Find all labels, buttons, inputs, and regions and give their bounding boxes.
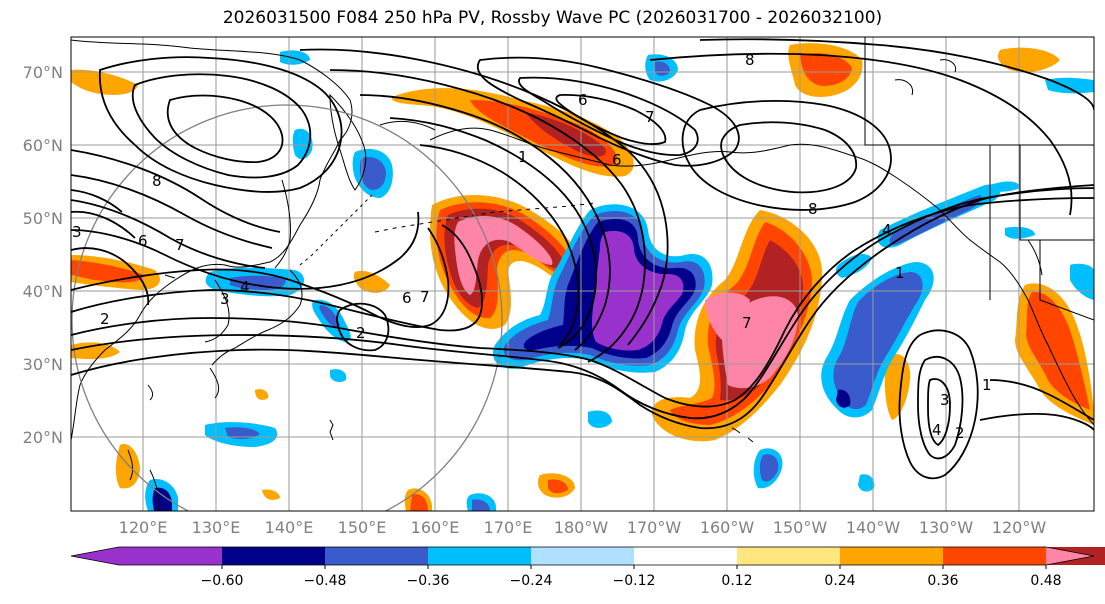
- lon-label: 160°E: [411, 518, 460, 537]
- contour-label: 7: [420, 288, 430, 306]
- contour-label: 1: [518, 148, 528, 166]
- map-border: [70, 36, 1095, 512]
- lat-label: 40°N: [23, 282, 63, 301]
- lon-label: 130°E: [192, 518, 241, 537]
- colorbar-tick-label: −0.12: [613, 573, 656, 589]
- contour-label: 1: [895, 264, 905, 282]
- lon-label: 170°W: [627, 518, 682, 537]
- contour-label: 7: [645, 108, 655, 126]
- longitude-labels: 120°E 130°E 140°E 150°E 160°E 170°E 180°…: [119, 518, 1047, 537]
- contour-label: 6: [402, 289, 412, 307]
- colorbar-tick-label: −0.24: [510, 573, 553, 589]
- contour-label: 3: [940, 391, 950, 409]
- contour-label: 4: [882, 221, 892, 239]
- colorbar-swatch: [531, 547, 635, 565]
- colorbar-swatch: [634, 547, 738, 565]
- latitude-labels: 70°N 60°N 50°N 40°N 30°N 20°N: [23, 63, 63, 447]
- lon-label: 170°E: [484, 518, 533, 537]
- contour-label: 2: [100, 310, 110, 328]
- contour-label: 7: [742, 314, 752, 332]
- contour-label: 6: [578, 91, 588, 109]
- colorbar-tick-label: 0.24: [824, 573, 855, 589]
- colorbar-swatch: [840, 547, 944, 565]
- colorbar-tick-label: 0.12: [721, 573, 752, 589]
- contour-label: 3: [72, 223, 82, 241]
- contour-label: 8: [808, 200, 818, 218]
- colorbar-swatch: [325, 547, 429, 565]
- lon-label: 140°W: [846, 518, 901, 537]
- lon-label: 160°W: [700, 518, 755, 537]
- contour-label: 8: [745, 51, 755, 69]
- colorbar-swatch: [943, 547, 1047, 565]
- colorbar-tick-label: −0.36: [407, 573, 450, 589]
- lon-label: 130°W: [919, 518, 974, 537]
- lon-label: 140°E: [265, 518, 314, 537]
- lon-label: 120°E: [119, 518, 168, 537]
- contour-label: 2: [955, 424, 965, 442]
- lat-label: 60°N: [23, 136, 63, 155]
- lon-label: 120°W: [992, 518, 1047, 537]
- colorbar-tick-label: −0.60: [201, 573, 244, 589]
- colorbar-outline: [70, 546, 1095, 566]
- lat-label: 70°N: [23, 63, 63, 82]
- lat-label: 50°N: [23, 209, 63, 228]
- region-circle: [71, 104, 503, 511]
- colorbar-swatch: [71, 547, 222, 565]
- pv-contours: [71, 38, 1094, 480]
- figure-title: 2026031500 F084 250 hPa PV, Rossby Wave …: [222, 8, 883, 28]
- lon-label: 150°W: [773, 518, 828, 537]
- colorbar-tick-label: 0.36: [927, 573, 958, 589]
- lat-label: 30°N: [23, 355, 63, 374]
- lon-label: 180°W: [554, 518, 609, 537]
- lat-label: 20°N: [23, 428, 63, 447]
- graticule: [71, 37, 1094, 511]
- lon-label: 150°E: [338, 518, 387, 537]
- contour-label: 1: [982, 376, 992, 394]
- colorbar: [70, 546, 1105, 566]
- colorbar-swatch: [428, 547, 532, 565]
- contour-label: 8: [152, 172, 162, 190]
- contour-label: 6: [612, 151, 622, 169]
- contour-label: 4: [932, 421, 942, 439]
- colorbar-labels: −0.60 −0.48 −0.36 −0.24 −0.12 0.12 0.24 0.36 0.4…: [201, 565, 1062, 589]
- colorbar-tick-label: −0.48: [304, 573, 347, 589]
- colorbar-tick-label: 0.48: [1030, 573, 1061, 589]
- contour-label: 6: [138, 232, 148, 250]
- contour-label: 4: [240, 278, 250, 296]
- colorbar-swatch: [737, 547, 841, 565]
- contour-label: 2: [356, 324, 366, 342]
- contour-label: 7: [175, 236, 185, 254]
- coastlines: [71, 37, 1094, 511]
- colorbar-swatch: [222, 547, 326, 565]
- contour-labels: 8 8 8 6 6 7 7 6 7 3 4 3 2 2 1 6 4 1 1 4 …: [72, 51, 992, 442]
- contour-label: 3: [220, 290, 230, 308]
- colorbar-swatch: [1046, 547, 1094, 565]
